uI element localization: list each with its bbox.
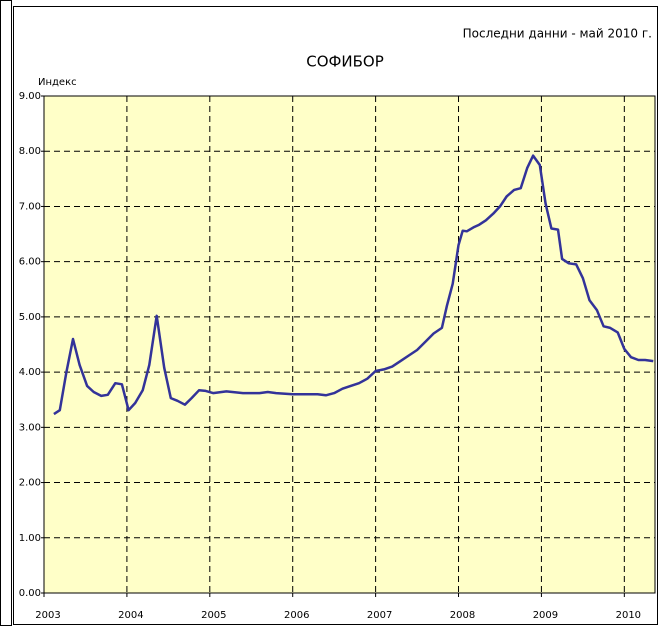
x-tick-label: 2008 xyxy=(450,610,475,621)
x-tick-label: 2010 xyxy=(616,610,641,621)
chart-subtitle: Последни данни - май 2010 г. xyxy=(463,27,652,41)
y-tick-label: 1.00 xyxy=(19,533,41,544)
y-tick-label: 3.00 xyxy=(19,422,41,433)
x-tick-label: 2003 xyxy=(35,610,60,621)
plot-area xyxy=(43,95,656,594)
y-tick-label: 8.00 xyxy=(19,146,41,157)
x-tick-label: 2006 xyxy=(284,610,309,621)
x-tick-label: 2004 xyxy=(118,610,143,621)
data-line xyxy=(53,154,654,416)
y-tick-label: 9.00 xyxy=(19,91,41,102)
y-tick-label: 5.00 xyxy=(19,312,41,323)
y-tick-label: 6.00 xyxy=(19,257,41,268)
x-tick-label: 2005 xyxy=(201,610,226,621)
y-tick-label: 2.00 xyxy=(19,478,41,489)
x-tick-label: 2009 xyxy=(533,610,558,621)
y-tick-label: 7.00 xyxy=(19,201,41,212)
y-tick-label: 4.00 xyxy=(19,367,41,378)
x-tick-label: 2007 xyxy=(367,610,392,621)
left-frame xyxy=(0,0,12,626)
y-axis-label: Индекс xyxy=(38,77,77,88)
chart-title: СОФИБОР xyxy=(306,53,384,71)
y-tick-label: 0.00 xyxy=(19,588,41,599)
